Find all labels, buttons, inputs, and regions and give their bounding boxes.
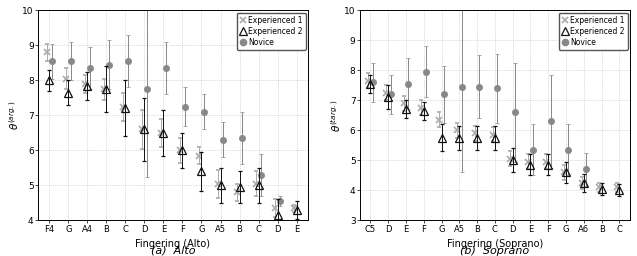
Text: (b)  Soprano: (b) Soprano bbox=[461, 246, 529, 256]
X-axis label: Fingering (Soprano): Fingering (Soprano) bbox=[447, 239, 543, 249]
Text: (a)  Alto: (a) Alto bbox=[151, 246, 195, 256]
Legend: Experienced 1, Experienced 2, Novice: Experienced 1, Experienced 2, Novice bbox=[559, 13, 628, 50]
Y-axis label: $\theta^{(targ.)}$: $\theta^{(targ.)}$ bbox=[329, 99, 343, 132]
Legend: Experienced 1, Experienced 2, Novice: Experienced 1, Experienced 2, Novice bbox=[237, 13, 306, 50]
X-axis label: Fingering (Alto): Fingering (Alto) bbox=[136, 239, 210, 249]
Y-axis label: $\theta^{(arg.)}$: $\theta^{(arg.)}$ bbox=[7, 100, 21, 130]
